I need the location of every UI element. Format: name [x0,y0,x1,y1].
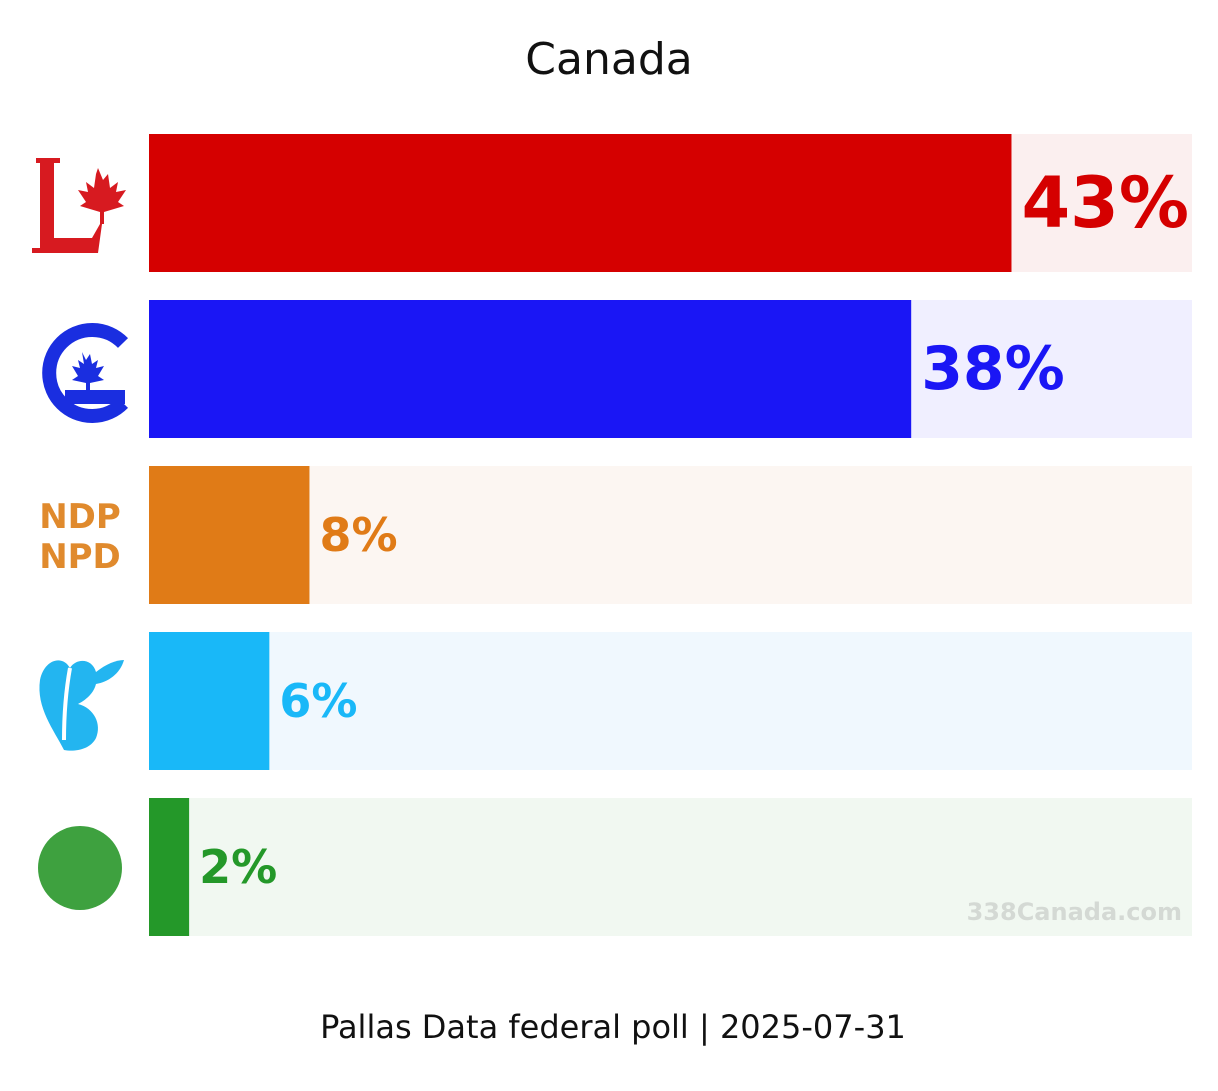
ndp-logo-text-bottom: NPD [39,537,121,577]
bar [149,300,912,438]
bar-value-label: 43% [1021,162,1189,244]
bar [149,466,310,604]
ndp-logo-icon: NDP NPD [39,497,121,577]
bar-value-label: 8% [319,508,397,562]
chart-title: Canada [525,34,693,85]
bar-value-label: 6% [279,674,357,728]
bar-value-label: 38% [921,334,1065,404]
ndp-logo-text-top: NDP [39,497,121,537]
liberal-logo-icon [32,158,126,253]
green-circle-icon [38,826,122,910]
bar [149,632,270,770]
watermark: 338Canada.com [967,898,1182,926]
bar [149,798,190,936]
bar-track [149,632,1192,770]
bar-track [149,466,1192,604]
bar-layer: 43% 38% 8% 6% 2% [149,134,1192,936]
bar [149,134,1012,272]
bar-track [149,798,1192,936]
bar-value-label: 2% [199,840,277,894]
bloc-logo-icon [39,660,124,751]
conservative-logo-icon [42,323,129,423]
chart-footer: Pallas Data federal poll | 2025-07-31 [320,1008,906,1046]
